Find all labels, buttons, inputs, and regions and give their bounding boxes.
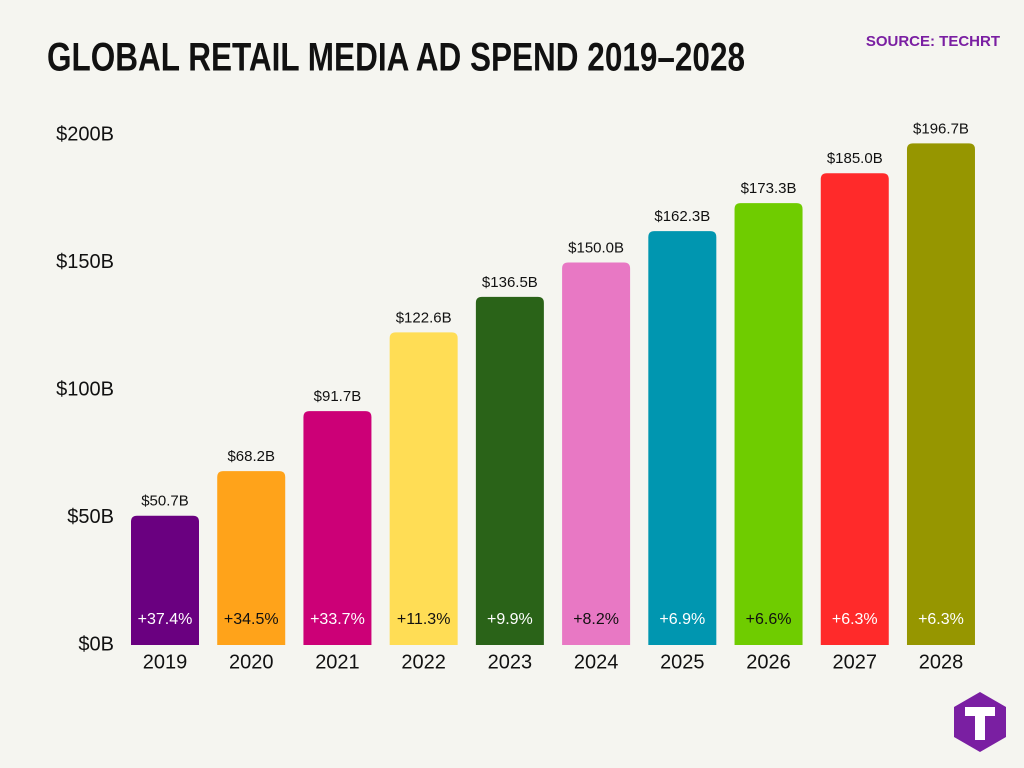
x-tick-label: 2023 xyxy=(488,651,533,673)
y-tick-label: $50B xyxy=(67,506,114,528)
x-tick-label: 2022 xyxy=(401,651,446,673)
value-label: $162.3B xyxy=(654,208,710,225)
bar xyxy=(820,173,889,645)
value-label: $136.5B xyxy=(482,274,538,291)
x-tick-label: 2026 xyxy=(746,651,791,673)
y-tick-label: $100B xyxy=(56,378,114,400)
bar xyxy=(562,262,631,645)
bar xyxy=(734,203,803,645)
x-tick-label: 2019 xyxy=(143,651,188,673)
growth-label: +6.3% xyxy=(918,611,964,628)
y-tick-label: $200B xyxy=(56,123,114,145)
growth-label: +8.2% xyxy=(573,611,619,628)
x-tick-label: 2020 xyxy=(229,651,274,673)
bar xyxy=(303,411,372,645)
x-tick-label: 2024 xyxy=(574,651,619,673)
bar xyxy=(389,332,458,645)
x-tick-label: 2028 xyxy=(919,651,964,673)
growth-label: +37.4% xyxy=(138,611,193,628)
y-tick-label: $150B xyxy=(56,251,114,273)
bar xyxy=(648,231,717,645)
growth-label: +34.5% xyxy=(224,611,279,628)
value-label: $185.0B xyxy=(827,150,883,167)
value-label: $68.2B xyxy=(227,448,275,465)
x-tick-label: 2025 xyxy=(660,651,705,673)
x-tick-label: 2027 xyxy=(833,651,878,673)
bar xyxy=(131,515,199,645)
logo-letter xyxy=(965,707,995,740)
growth-label: +6.3% xyxy=(832,611,878,628)
value-label: $91.7B xyxy=(314,388,362,405)
y-tick-label: $0B xyxy=(78,633,114,655)
growth-label: +33.7% xyxy=(310,611,365,628)
bar xyxy=(217,471,286,645)
growth-label: +6.6% xyxy=(746,611,792,628)
x-tick-label: 2021 xyxy=(315,651,360,673)
growth-label: +9.9% xyxy=(487,611,533,628)
value-label: $173.3B xyxy=(741,180,797,197)
value-label: $150.0B xyxy=(568,239,624,256)
chart-title: GLOBAL RETAIL MEDIA AD SPEND 2019–2028 xyxy=(47,36,745,80)
value-label: $122.6B xyxy=(396,309,452,326)
value-label: $50.7B xyxy=(141,493,189,510)
bar xyxy=(906,143,975,646)
growth-label: +6.9% xyxy=(659,611,705,628)
logo xyxy=(954,692,1006,752)
value-label: $196.7B xyxy=(913,120,969,137)
bar xyxy=(475,296,544,645)
source: SOURCE: TECHRT xyxy=(866,33,1000,50)
growth-label: +11.3% xyxy=(397,611,451,628)
